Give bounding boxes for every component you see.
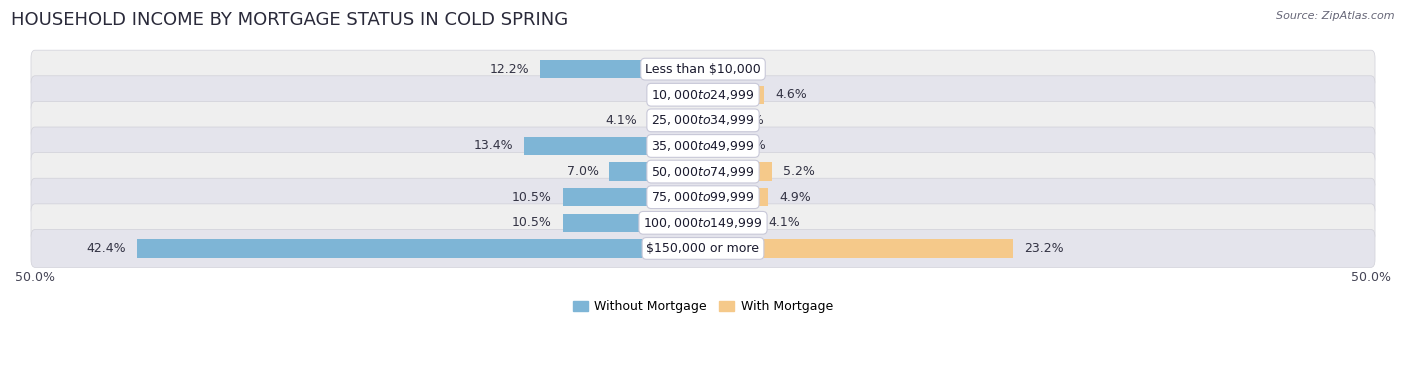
Bar <box>540 60 703 78</box>
FancyBboxPatch shape <box>31 127 1375 165</box>
Text: 1.4%: 1.4% <box>733 114 763 127</box>
Bar <box>136 239 703 258</box>
Text: $35,000 to $49,999: $35,000 to $49,999 <box>651 139 755 153</box>
Bar <box>703 188 769 206</box>
Text: 4.1%: 4.1% <box>769 216 800 229</box>
Text: 10.5%: 10.5% <box>512 191 553 204</box>
Bar <box>703 111 721 130</box>
FancyBboxPatch shape <box>31 229 1375 267</box>
Text: 10.5%: 10.5% <box>512 216 553 229</box>
Text: $10,000 to $24,999: $10,000 to $24,999 <box>651 88 755 102</box>
FancyBboxPatch shape <box>31 153 1375 191</box>
FancyBboxPatch shape <box>31 101 1375 139</box>
Text: $75,000 to $99,999: $75,000 to $99,999 <box>651 190 755 204</box>
Text: 4.9%: 4.9% <box>779 191 811 204</box>
Text: 7.0%: 7.0% <box>567 165 599 178</box>
Text: Source: ZipAtlas.com: Source: ZipAtlas.com <box>1277 11 1395 21</box>
Text: 1.4%: 1.4% <box>733 63 763 76</box>
FancyBboxPatch shape <box>31 204 1375 242</box>
Text: 12.2%: 12.2% <box>489 63 529 76</box>
Text: 13.4%: 13.4% <box>474 139 513 152</box>
Text: 42.4%: 42.4% <box>86 242 127 255</box>
Bar <box>703 239 1012 258</box>
Text: Less than $10,000: Less than $10,000 <box>645 63 761 76</box>
Bar <box>703 85 765 104</box>
Legend: Without Mortgage, With Mortgage: Without Mortgage, With Mortgage <box>568 295 838 318</box>
Text: 4.1%: 4.1% <box>606 114 637 127</box>
Text: $25,000 to $34,999: $25,000 to $34,999 <box>651 113 755 127</box>
Text: 4.6%: 4.6% <box>775 88 807 101</box>
Text: 0.0%: 0.0% <box>661 88 692 101</box>
Bar <box>703 163 772 181</box>
FancyBboxPatch shape <box>31 178 1375 216</box>
Text: 5.2%: 5.2% <box>783 165 815 178</box>
FancyBboxPatch shape <box>31 76 1375 114</box>
Text: 23.2%: 23.2% <box>1024 242 1063 255</box>
Bar <box>648 111 703 130</box>
Bar <box>524 137 703 155</box>
Bar <box>562 188 703 206</box>
Bar <box>703 137 724 155</box>
Text: $100,000 to $149,999: $100,000 to $149,999 <box>644 216 762 230</box>
Bar <box>609 163 703 181</box>
Text: $150,000 or more: $150,000 or more <box>647 242 759 255</box>
Text: HOUSEHOLD INCOME BY MORTGAGE STATUS IN COLD SPRING: HOUSEHOLD INCOME BY MORTGAGE STATUS IN C… <box>11 11 568 29</box>
Text: $50,000 to $74,999: $50,000 to $74,999 <box>651 164 755 178</box>
Bar <box>703 214 758 232</box>
Bar <box>703 60 721 78</box>
FancyBboxPatch shape <box>31 50 1375 88</box>
Bar <box>562 214 703 232</box>
Text: 1.6%: 1.6% <box>735 139 766 152</box>
